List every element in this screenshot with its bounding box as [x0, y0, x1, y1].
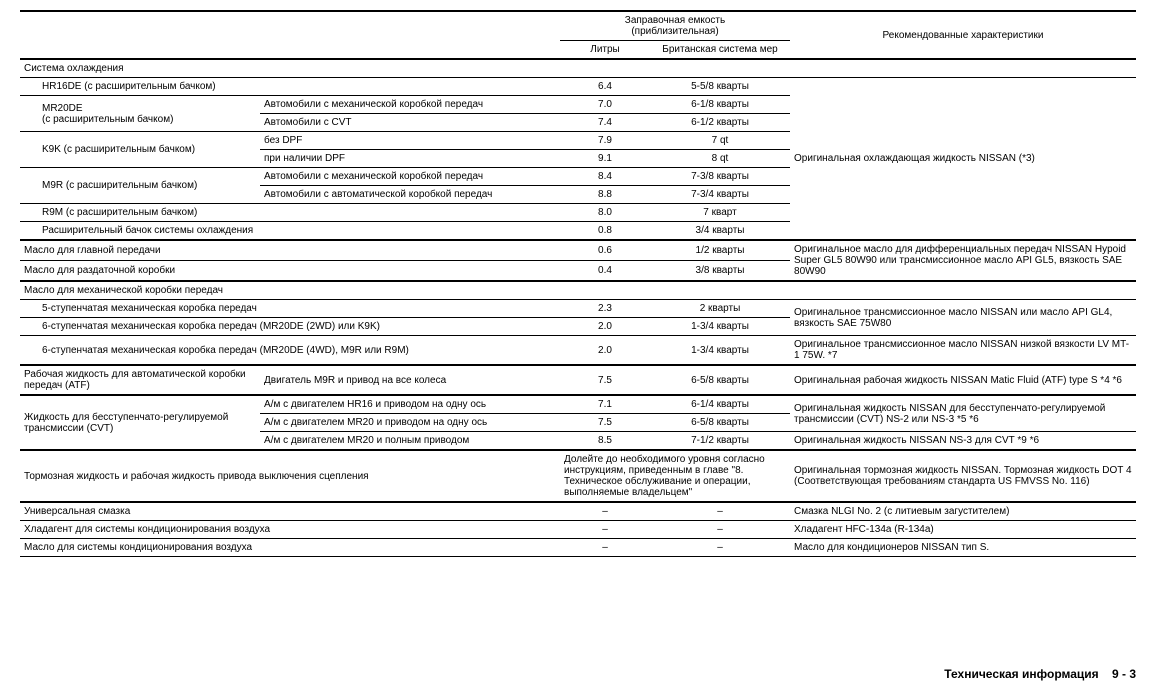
row-r9m: R9M (с расширительным бачком) [20, 204, 560, 222]
row-k9k: K9K (с расширительным бачком) [20, 132, 260, 168]
cell-imp: 6-5/8 кварты [650, 414, 790, 432]
cell-imp: 7 qt [650, 132, 790, 150]
cooling-rec: Оригинальная охлаждающая жидкость NISSAN… [790, 78, 1136, 241]
spec-table: Заправочная емкость(приблизительная) Рек… [20, 10, 1136, 557]
page-footer: Техническая информация 9 - 3 [944, 667, 1136, 681]
cell-l: 8.5 [560, 432, 650, 451]
cell-l: 7.5 [560, 414, 650, 432]
row-final-drive: Масло для главной передачи [20, 240, 560, 261]
row-mt5: 5-ступенчатая механическая коробка перед… [20, 300, 560, 318]
header-liters: Литры [560, 41, 650, 60]
ac-oil-rec: Масло для кондиционеров NISSAN тип S. [790, 539, 1136, 557]
cell-l: 8.0 [560, 204, 650, 222]
cell-l: 0.8 [560, 222, 650, 241]
header-capacity-sub: (приблизительная) [631, 26, 718, 37]
row-mt6-4wd: 6-ступенчатая механическая коробка перед… [20, 336, 560, 366]
row-ac-ref: Хладагент для системы кондиционирования … [20, 521, 560, 539]
row-reservoir: Расширительный бачок системы охлаждения [20, 222, 560, 241]
cell-l: 8.8 [560, 186, 650, 204]
row-transfer: Масло для раздаточной коробки [20, 261, 560, 282]
cell-imp: 7 кварт [650, 204, 790, 222]
cell-l: 8.4 [560, 168, 650, 186]
cell-sub: А/м с двигателем MR20 и полным приводом [260, 432, 560, 451]
cell-imp: – [650, 521, 790, 539]
cell-imp: 3/8 кварты [650, 261, 790, 282]
cell-l: – [560, 539, 650, 557]
cvt-rec1: Оригинальная жидкость NISSAN для бесступ… [790, 395, 1136, 432]
row-m9r: M9R (с расширительным бачком) [20, 168, 260, 204]
manual-trans-title: Масло для механической коробки передач [20, 281, 1136, 300]
cell-sub: Автомобили с механической коробкой перед… [260, 168, 560, 186]
ac-ref-rec: Хладагент HFC-134a (R-134a) [790, 521, 1136, 539]
mt-rec2: Оригинальное трансмиссионное масло NISSA… [790, 336, 1136, 366]
cell-l: – [560, 502, 650, 521]
cell-l: 2.0 [560, 336, 650, 366]
atf-rec: Оригинальная рабочая жидкость NISSAN Mat… [790, 365, 1136, 395]
row-hr16de: HR16DE (с расширительным бачком) [20, 78, 560, 96]
cell-l: 7.9 [560, 132, 650, 150]
cell-l: 0.4 [560, 261, 650, 282]
cell-imp: 8 qt [650, 150, 790, 168]
cell-sub: при наличии DPF [260, 150, 560, 168]
cell-l: 6.4 [560, 78, 650, 96]
cell-sub: Автомобили с автоматической коробкой пер… [260, 186, 560, 204]
mt-rec1: Оригинальное трансмиссионное масло NISSA… [790, 300, 1136, 336]
cell-l: 9.1 [560, 150, 650, 168]
cell-imp: – [650, 502, 790, 521]
row-grease: Универсальная смазка [20, 502, 560, 521]
cell-sub: А/м с двигателем HR16 и приводом на одну… [260, 395, 560, 414]
diff-rec: Оригинальное масло для дифференциальных … [790, 240, 1136, 281]
cell-imp: 6-1/2 кварты [650, 114, 790, 132]
cell-sub: без DPF [260, 132, 560, 150]
header-capacity: Заправочная емкость [625, 15, 725, 26]
cell-imp: 1-3/4 кварты [650, 336, 790, 366]
cell-imp: 7-1/2 кварты [650, 432, 790, 451]
grease-rec: Смазка NLGI No. 2 (с литиевым загустител… [790, 502, 1136, 521]
cell-imp: 3/4 кварты [650, 222, 790, 241]
cell-l: 2.3 [560, 300, 650, 318]
row-cvt: Жидкость для бесступенчато-регулируемой … [20, 395, 260, 450]
brake-rec: Оригинальная тормозная жидкость NISSAN. … [790, 450, 1136, 502]
cell-l: 7.1 [560, 395, 650, 414]
cell-sub: Автомобили с механической коробкой перед… [260, 96, 560, 114]
footer-page: 9 - 3 [1112, 667, 1136, 681]
cell-imp: 1/2 кварты [650, 240, 790, 261]
footer-section: Техническая информация [944, 667, 1098, 681]
cvt-rec2: Оригинальная жидкость NISSAN NS-3 для CV… [790, 432, 1136, 451]
cell-imp: 6-5/8 кварты [650, 365, 790, 395]
brake-note: Долейте до необходимого уровня согласно … [560, 450, 790, 502]
cell-l: 0.6 [560, 240, 650, 261]
header-imperial: Британская система мер [650, 41, 790, 60]
cell-imp: 2 кварты [650, 300, 790, 318]
cell-imp: 6-1/4 кварты [650, 395, 790, 414]
cooling-title: Система охлаждения [20, 59, 1136, 78]
cell-l: 7.0 [560, 96, 650, 114]
row-brake: Тормозная жидкость и рабочая жидкость пр… [20, 450, 560, 502]
row-mr20de: MR20DE(с расширительным бачком) [20, 96, 260, 132]
cell-l: 7.4 [560, 114, 650, 132]
cell-sub: А/м с двигателем MR20 и приводом на одну… [260, 414, 560, 432]
cell-imp: 5-5/8 кварты [650, 78, 790, 96]
row-atf: Рабочая жидкость для автоматической коро… [20, 365, 260, 395]
cell-imp: 1-3/4 кварты [650, 318, 790, 336]
header-rec: Рекомендованные характеристики [790, 11, 1136, 59]
cell-imp: 7-3/8 кварты [650, 168, 790, 186]
cell-l: 7.5 [560, 365, 650, 395]
cell-imp: – [650, 539, 790, 557]
cell-l: 2.0 [560, 318, 650, 336]
cell-imp: 7-3/4 кварты [650, 186, 790, 204]
cell-l: – [560, 521, 650, 539]
cell-imp: 6-1/8 кварты [650, 96, 790, 114]
cell-sub: Двигатель M9R и привод на все колеса [260, 365, 560, 395]
row-ac-oil: Масло для системы кондиционирования возд… [20, 539, 560, 557]
cell-sub: Автомобили с CVT [260, 114, 560, 132]
row-mt6-2wd: 6-ступенчатая механическая коробка перед… [20, 318, 560, 336]
